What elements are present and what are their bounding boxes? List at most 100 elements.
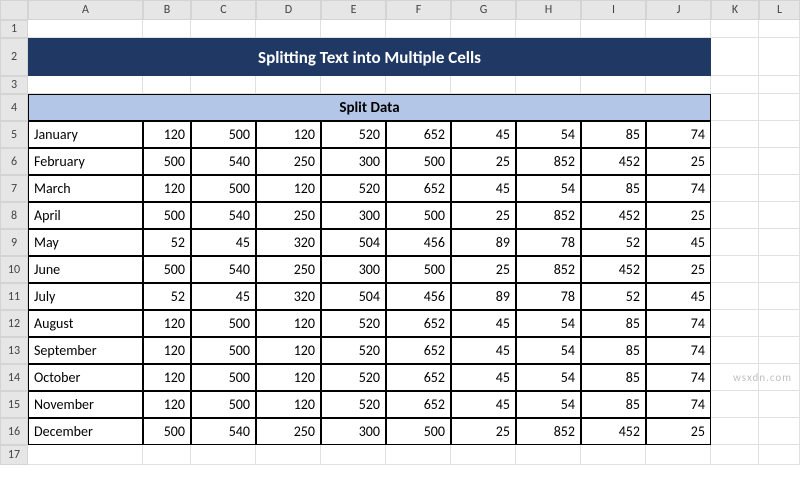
data-value[interactable]: 652 [386,364,451,391]
month-label[interactable]: November [28,391,143,418]
data-value[interactable]: 452 [581,418,646,445]
data-value[interactable]: 85 [581,121,646,148]
cell[interactable] [759,337,800,364]
cell[interactable] [759,38,800,76]
data-value[interactable]: 25 [646,256,711,283]
data-value[interactable]: 540 [191,202,256,229]
col-header-I[interactable]: I [581,0,646,20]
data-value[interactable]: 500 [191,175,256,202]
col-header-H[interactable]: H [516,0,581,20]
data-value[interactable]: 500 [143,202,191,229]
data-value[interactable]: 120 [143,337,191,364]
cell[interactable] [759,94,800,121]
data-value[interactable]: 540 [191,418,256,445]
data-value[interactable]: 452 [581,148,646,175]
row-header-5[interactable]: 5 [0,121,28,148]
col-header-B[interactable]: B [143,0,191,20]
data-value[interactable]: 85 [581,310,646,337]
row-header-13[interactable]: 13 [0,337,28,364]
cell[interactable] [759,283,800,310]
col-header-D[interactable]: D [256,0,321,20]
row-header-3[interactable]: 3 [0,76,28,94]
data-value[interactable]: 45 [646,229,711,256]
cell[interactable] [711,337,759,364]
cell[interactable] [516,445,581,465]
data-value[interactable]: 120 [256,391,321,418]
month-label[interactable]: May [28,229,143,256]
data-value[interactable]: 52 [143,283,191,310]
month-label[interactable]: March [28,175,143,202]
cell[interactable] [321,445,386,465]
data-value[interactable]: 74 [646,175,711,202]
month-label[interactable]: July [28,283,143,310]
data-value[interactable]: 500 [386,256,451,283]
row-header-1[interactable]: 1 [0,20,28,38]
cell[interactable] [451,20,516,38]
data-value[interactable]: 500 [191,310,256,337]
data-value[interactable]: 500 [386,148,451,175]
data-value[interactable]: 120 [256,337,321,364]
data-value[interactable]: 78 [516,283,581,310]
data-value[interactable]: 300 [321,202,386,229]
data-value[interactable]: 500 [191,364,256,391]
cell[interactable] [759,202,800,229]
cell[interactable] [711,121,759,148]
data-value[interactable]: 500 [191,121,256,148]
data-value[interactable]: 74 [646,391,711,418]
data-value[interactable]: 852 [516,418,581,445]
data-value[interactable]: 852 [516,148,581,175]
data-value[interactable]: 52 [581,283,646,310]
data-value[interactable]: 520 [321,337,386,364]
col-header-J[interactable]: J [646,0,711,20]
data-value[interactable]: 25 [451,256,516,283]
cell[interactable] [256,76,321,94]
cell[interactable] [759,445,800,465]
data-value[interactable]: 54 [516,391,581,418]
row-header-4[interactable]: 4 [0,94,28,121]
data-value[interactable]: 25 [451,418,516,445]
cell[interactable] [711,175,759,202]
cell[interactable] [711,20,759,38]
cell[interactable] [759,256,800,283]
cell[interactable] [581,76,646,94]
data-value[interactable]: 74 [646,364,711,391]
data-value[interactable]: 500 [143,148,191,175]
data-value[interactable]: 540 [191,148,256,175]
cell[interactable] [646,20,711,38]
data-value[interactable]: 250 [256,418,321,445]
data-value[interactable]: 520 [321,310,386,337]
data-value[interactable]: 652 [386,391,451,418]
data-value[interactable]: 652 [386,337,451,364]
data-value[interactable]: 89 [451,229,516,256]
month-label[interactable]: October [28,364,143,391]
cell[interactable] [711,229,759,256]
data-value[interactable]: 85 [581,364,646,391]
month-label[interactable]: April [28,202,143,229]
cell[interactable] [711,418,759,445]
data-value[interactable]: 300 [321,418,386,445]
data-value[interactable]: 74 [646,337,711,364]
data-value[interactable]: 45 [451,364,516,391]
cell[interactable] [386,76,451,94]
data-value[interactable]: 54 [516,364,581,391]
data-value[interactable]: 25 [646,202,711,229]
row-header-2[interactable]: 2 [0,38,28,76]
data-value[interactable]: 120 [143,310,191,337]
col-header-L[interactable]: L [759,0,800,20]
data-value[interactable]: 500 [386,202,451,229]
cell[interactable] [711,76,759,94]
row-header-17[interactable]: 17 [0,445,28,465]
cell[interactable] [386,445,451,465]
data-value[interactable]: 54 [516,175,581,202]
col-header-K[interactable]: K [711,0,759,20]
data-value[interactable]: 300 [321,148,386,175]
data-value[interactable]: 520 [321,364,386,391]
data-value[interactable]: 652 [386,175,451,202]
col-header-G[interactable]: G [451,0,516,20]
month-label[interactable]: January [28,121,143,148]
data-value[interactable]: 452 [581,202,646,229]
data-value[interactable]: 504 [321,283,386,310]
data-value[interactable]: 250 [256,148,321,175]
cell[interactable] [646,76,711,94]
cell[interactable] [646,445,711,465]
